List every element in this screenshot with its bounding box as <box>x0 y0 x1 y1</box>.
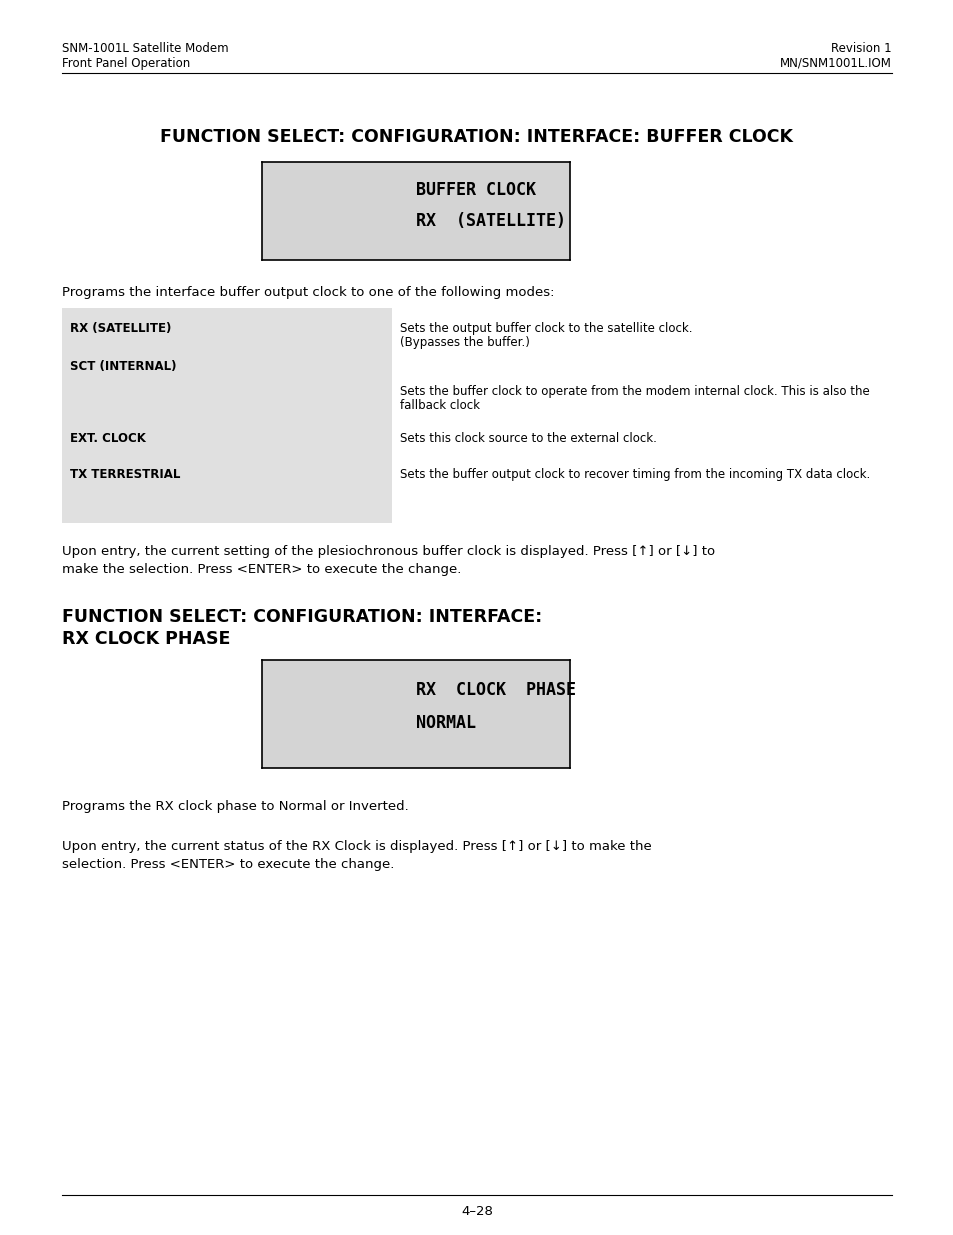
Text: Programs the RX clock phase to Normal or Inverted.: Programs the RX clock phase to Normal or… <box>62 800 408 813</box>
Text: (Bypasses the buffer.): (Bypasses the buffer.) <box>399 336 529 350</box>
Text: SCT (INTERNAL): SCT (INTERNAL) <box>70 359 176 373</box>
Text: Sets the buffer output clock to recover timing from the incoming TX data clock.: Sets the buffer output clock to recover … <box>399 468 869 480</box>
Text: RX  CLOCK  PHASE: RX CLOCK PHASE <box>416 680 576 699</box>
Text: Sets the buffer clock to operate from the modem internal clock. This is also the: Sets the buffer clock to operate from th… <box>399 385 869 398</box>
Text: TX TERRESTRIAL: TX TERRESTRIAL <box>70 468 180 480</box>
Text: Sets this clock source to the external clock.: Sets this clock source to the external c… <box>399 432 657 445</box>
Text: BUFFER CLOCK: BUFFER CLOCK <box>416 182 536 199</box>
Text: 4–28: 4–28 <box>460 1205 493 1218</box>
Text: fallback clock: fallback clock <box>399 399 479 412</box>
Text: Upon entry, the current status of the RX Clock is displayed. Press [↑] or [↓] to: Upon entry, the current status of the RX… <box>62 840 651 853</box>
Text: Revision 1: Revision 1 <box>830 42 891 56</box>
Text: Upon entry, the current setting of the plesiochronous buffer clock is displayed.: Upon entry, the current setting of the p… <box>62 545 715 558</box>
Text: FUNCTION SELECT: CONFIGURATION: INTERFACE: BUFFER CLOCK: FUNCTION SELECT: CONFIGURATION: INTERFAC… <box>160 128 793 146</box>
Text: Sets the output buffer clock to the satellite clock.: Sets the output buffer clock to the sate… <box>399 322 692 335</box>
Text: RX CLOCK PHASE: RX CLOCK PHASE <box>62 630 230 648</box>
Text: make the selection. Press <ENTER> to execute the change.: make the selection. Press <ENTER> to exe… <box>62 563 461 576</box>
Text: SNM-1001L Satellite Modem: SNM-1001L Satellite Modem <box>62 42 229 56</box>
Text: RX (SATELLITE): RX (SATELLITE) <box>70 322 172 335</box>
Text: EXT. CLOCK: EXT. CLOCK <box>70 432 146 445</box>
Text: RX  (SATELLITE): RX (SATELLITE) <box>416 212 565 230</box>
Text: Front Panel Operation: Front Panel Operation <box>62 57 190 70</box>
Text: Programs the interface buffer output clock to one of the following modes:: Programs the interface buffer output clo… <box>62 287 554 299</box>
Text: FUNCTION SELECT: CONFIGURATION: INTERFACE:: FUNCTION SELECT: CONFIGURATION: INTERFAC… <box>62 608 541 626</box>
Text: MN/SNM1001L.IOM: MN/SNM1001L.IOM <box>780 57 891 70</box>
Text: NORMAL: NORMAL <box>416 714 476 732</box>
Text: selection. Press <ENTER> to execute the change.: selection. Press <ENTER> to execute the … <box>62 858 394 871</box>
